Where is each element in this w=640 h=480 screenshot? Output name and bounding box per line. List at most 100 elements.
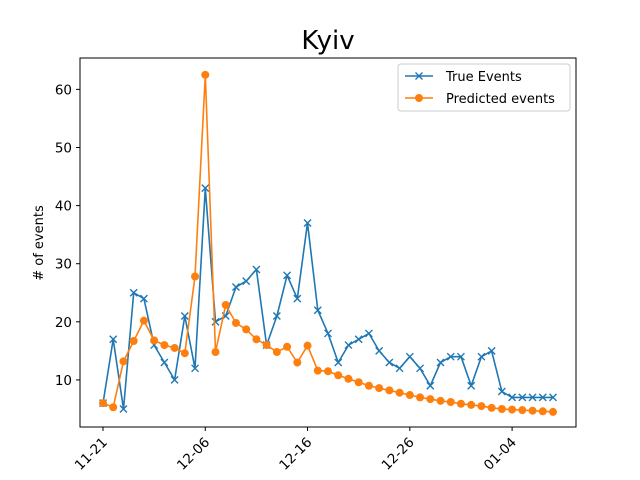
data-point bbox=[518, 406, 527, 415]
data-point bbox=[160, 341, 169, 350]
data-point bbox=[549, 407, 557, 416]
data-point bbox=[231, 282, 240, 291]
data-point bbox=[252, 265, 261, 274]
legend-marker bbox=[415, 94, 423, 102]
series-layer bbox=[99, 70, 557, 416]
y-tick-label: 10 bbox=[55, 373, 72, 389]
data-point bbox=[313, 306, 322, 315]
data-point bbox=[109, 335, 118, 344]
data-point bbox=[416, 364, 425, 373]
data-point bbox=[242, 277, 251, 286]
data-point bbox=[129, 288, 138, 297]
data-point bbox=[528, 406, 537, 415]
data-point bbox=[456, 399, 465, 408]
data-point bbox=[150, 336, 159, 345]
data-point bbox=[201, 184, 210, 193]
data-point bbox=[324, 329, 332, 338]
data-point bbox=[364, 329, 373, 338]
y-tick-label: 30 bbox=[55, 257, 72, 273]
data-point bbox=[99, 399, 107, 408]
data-point bbox=[283, 271, 292, 280]
legend-marker bbox=[415, 72, 423, 80]
data-point bbox=[324, 367, 332, 376]
data-point bbox=[180, 312, 189, 321]
data-point bbox=[191, 364, 200, 373]
plot-frame bbox=[79, 57, 577, 428]
y-tick-label: 50 bbox=[55, 140, 72, 156]
data-point bbox=[395, 388, 404, 397]
data-point bbox=[456, 352, 465, 361]
data-point bbox=[242, 325, 251, 334]
data-point bbox=[467, 381, 476, 390]
data-point bbox=[354, 335, 363, 344]
data-point bbox=[119, 357, 128, 366]
data-point bbox=[109, 403, 118, 412]
data-point bbox=[334, 371, 343, 380]
y-tick-label: 60 bbox=[55, 82, 72, 98]
data-point bbox=[191, 272, 200, 281]
data-point bbox=[497, 404, 506, 413]
data-point bbox=[405, 352, 414, 361]
data-point bbox=[518, 393, 527, 402]
data-point bbox=[119, 404, 128, 413]
data-point bbox=[385, 358, 394, 367]
data-point bbox=[364, 381, 373, 390]
data-point bbox=[272, 312, 281, 321]
data-point bbox=[426, 381, 435, 390]
data-point bbox=[211, 348, 220, 357]
y-axis: 10 20 30 40 50 60 bbox=[55, 82, 80, 389]
legend-label: Predicted events bbox=[446, 92, 555, 107]
data-point bbox=[252, 335, 261, 344]
data-point bbox=[538, 407, 547, 416]
data-point bbox=[334, 358, 343, 367]
data-point bbox=[508, 405, 517, 414]
data-point bbox=[160, 358, 169, 367]
data-point bbox=[405, 391, 414, 400]
data-point bbox=[129, 336, 138, 345]
data-point bbox=[139, 316, 148, 325]
chart-title: Kyiv bbox=[301, 26, 354, 56]
series-1 bbox=[99, 70, 557, 416]
y-axis-label: # of events bbox=[32, 205, 47, 281]
data-point bbox=[221, 300, 230, 309]
y-tick-label: 40 bbox=[55, 199, 72, 215]
data-point bbox=[385, 386, 394, 395]
data-point bbox=[538, 393, 547, 402]
data-point bbox=[395, 364, 404, 373]
data-point bbox=[313, 366, 322, 375]
data-point bbox=[231, 318, 240, 327]
data-point bbox=[180, 349, 189, 358]
data-point bbox=[477, 352, 486, 361]
data-point bbox=[497, 387, 506, 396]
data-point bbox=[487, 346, 496, 355]
data-point bbox=[139, 294, 148, 303]
data-point bbox=[528, 393, 537, 402]
data-point bbox=[344, 374, 353, 383]
data-point bbox=[375, 384, 384, 393]
data-point bbox=[170, 343, 179, 352]
data-point bbox=[477, 402, 486, 411]
legend-frame bbox=[397, 63, 571, 112]
data-point bbox=[201, 70, 210, 79]
data-point bbox=[375, 346, 384, 355]
data-point bbox=[211, 317, 220, 326]
data-point bbox=[446, 352, 455, 361]
data-point bbox=[293, 358, 302, 367]
data-point bbox=[436, 396, 445, 405]
data-point bbox=[303, 341, 312, 350]
legend-label: True Events bbox=[445, 70, 522, 85]
data-point bbox=[416, 393, 425, 402]
data-point bbox=[446, 398, 455, 407]
data-point bbox=[354, 378, 363, 387]
data-point bbox=[487, 403, 496, 412]
legend: True Events Predicted events bbox=[397, 63, 571, 112]
data-point bbox=[467, 400, 476, 409]
series-0 bbox=[99, 184, 557, 413]
data-point bbox=[508, 393, 517, 402]
data-point bbox=[293, 294, 302, 303]
data-point bbox=[549, 393, 557, 402]
data-point bbox=[262, 341, 271, 350]
data-point bbox=[303, 219, 312, 228]
data-point bbox=[170, 375, 179, 384]
